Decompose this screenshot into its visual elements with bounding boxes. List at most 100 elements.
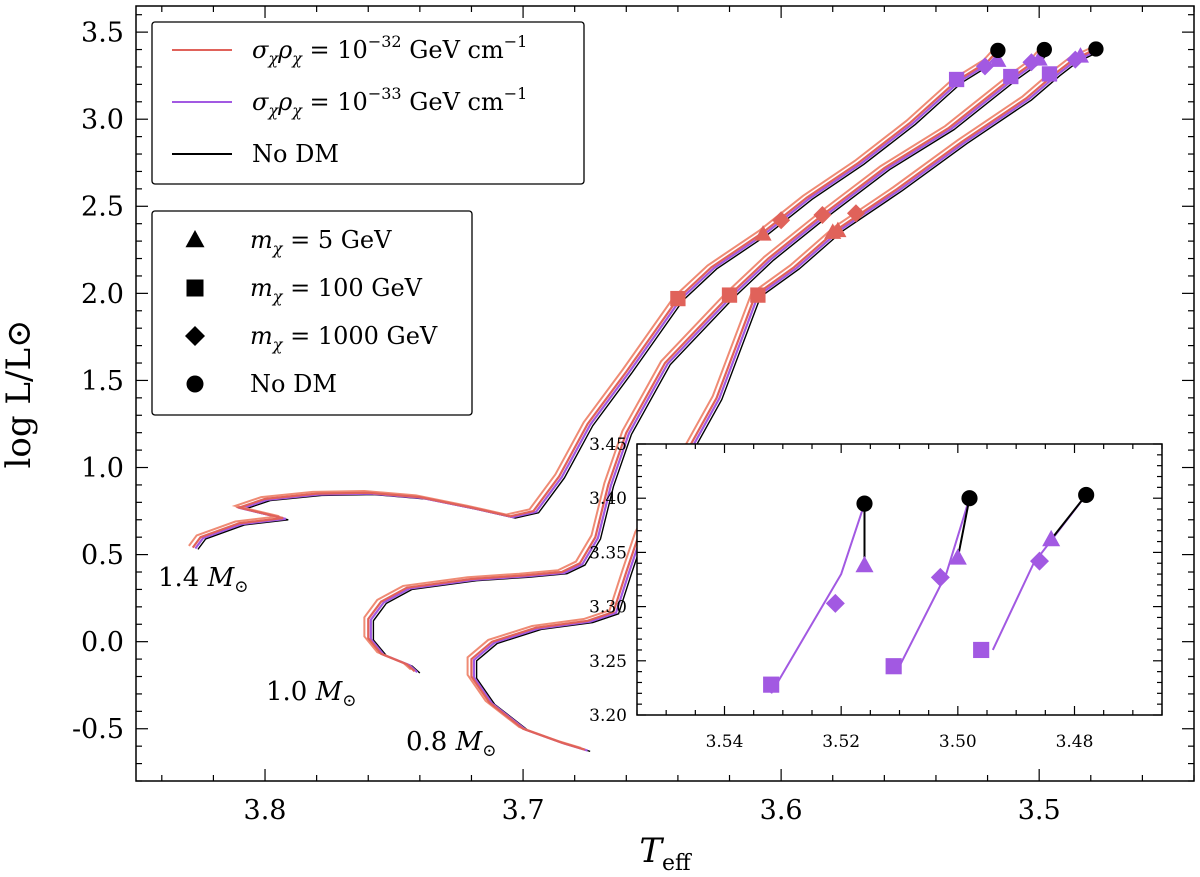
marker-red-square-2 [750,287,766,303]
legend-line-label-2: No DM [252,140,339,168]
legend-marker-label-0: mχ = 5 GeV [250,226,392,258]
y-tick-label: 3.20 [589,706,627,726]
legend-marker-label-1: mχ = 100 GeV [250,274,423,306]
legend-eq: = 10 [302,88,368,116]
legend-mass-symbol: m [250,274,273,302]
marker-red-diamond-2 [846,204,865,223]
inset-marker-purple-triangle-2 [1042,529,1061,547]
mass-label-sub: ⊙ [482,741,496,761]
legend-unit: GeV cm [402,36,504,64]
legend-marker-label-3: No DM [250,370,337,398]
y-axis-label: log L/L⊙ [0,319,39,468]
inset-plot-area: 3.54 3.52 3.50 3.48 3.45 3.40 3.35 3.30 3.25 3.20 [589,435,1163,752]
legend-mass-symbol: m [250,322,273,350]
inset-marker-black-circle-0 [856,495,873,512]
marker-black-circle-0 [990,42,1006,59]
marker-purple-diamond-2 [1066,50,1085,69]
y-tick-label: 3.30 [589,598,627,618]
mass-label-2: 0.8 M⊙ [406,727,497,761]
inset-marker-purple-triangle-0 [855,555,874,573]
legend-exp: −33 [368,84,402,103]
inset-marker-purple-diamond-1 [930,567,950,587]
marker-purple-square-0 [948,71,965,88]
x-tick-label: 3.5 [1018,795,1061,826]
y-tick-label: 3.0 [81,105,124,136]
mass-label-symbol: M [207,563,236,593]
track-1-black [372,50,1051,674]
legend-marker-diamond [185,326,205,346]
y-tick-label: 0.5 [81,540,124,571]
y-tick-label: 3.25 [589,652,627,672]
y-tick-label: 3.40 [589,489,627,509]
marker-black-circle-2 [1088,41,1104,57]
inset-marker-purple-square-0 [763,676,780,693]
legend-sigma-sub: χ [267,101,279,120]
legend-unit-exp: −1 [504,32,528,51]
y-tick-label: 3.45 [589,435,627,455]
main-tick-labels: 3.8 3.7 3.6 3.5 3.5 3.0 2.5 2.0 1.5 1.0 0.5 0.0 -0.5 [72,18,1061,826]
mass-label-sub: ⊙ [342,691,356,711]
inset-track-black-2 [1050,494,1087,541]
legend-rho: ρ [277,88,292,116]
inset-marker-purple-diamond-2 [1030,551,1049,571]
y-tick-label: 1.0 [81,453,124,484]
track-2-red-light [466,46,1093,749]
legend-rho: ρ [277,36,292,64]
marker-purple-triangle-0 [989,51,1007,67]
x-tick-label: 3.50 [939,732,977,752]
legend-eq: = 10 [302,36,368,64]
marker-purple-square-2 [1041,66,1058,82]
marker-purple-square-1 [1003,68,1019,85]
legend-mass-value: = 5 GeV [282,226,392,254]
mass-label-1: 1.0 M⊙ [266,677,357,711]
track-1-red [367,48,1046,673]
legend-mass-sub: χ [272,287,284,306]
legend-markers-box [151,210,473,416]
mass-label-sub: ⊙ [234,577,248,597]
marker-black-circle-1 [1036,41,1052,58]
inset-marker-purple-diamond-0 [825,593,845,613]
inset-tick-labels: 3.54 3.52 3.50 3.48 3.45 3.40 3.35 3.30 3.25 3.20 [589,435,1093,752]
legend-sigma: σ [252,36,269,64]
legend-lines-box [151,21,585,185]
x-tick-label: 3.48 [1056,732,1094,752]
mass-label-value: 0.8 [406,727,456,757]
track-1-red-light [363,47,1042,671]
y-tick-label: 2.0 [81,279,124,310]
legend-sigma-sub: χ [267,49,279,68]
mass-label-symbol: M [455,727,484,757]
x-tick-label: 3.8 [244,795,287,826]
axis-labels: Teff log L/L⊙ [0,319,692,876]
inset-marker-black-circle-2 [1078,486,1095,504]
legend-mass-symbol: m [250,226,273,254]
main-markers [670,41,1104,307]
track-0-red [191,49,999,549]
legend-rho-sub: χ [291,49,303,68]
legend-mass-sub: χ [272,239,284,258]
x-tick-label: 3.7 [502,795,545,826]
legend-marker-square [186,279,204,297]
legend-sigma: σ [252,88,269,116]
legend-unit: GeV cm [402,88,504,116]
legend-rho-sub: χ [291,101,303,120]
marker-purple-diamond-1 [1022,53,1041,72]
marker-red-square-0 [670,290,686,307]
legend-marker-triangle [185,230,205,248]
inset-background [637,444,1162,715]
x-tick-label: 3.52 [822,732,860,752]
x-tick-label: 3.54 [706,732,744,752]
inset-axis-ticks [636,443,1163,716]
track-1-purple [369,49,1048,673]
x-tick-label: 3.6 [760,795,803,826]
legend-unit-exp: −1 [504,84,528,103]
main-plot-area: 3.8 3.7 3.6 3.5 3.5 3.0 2.5 2.0 1.5 1.0 0.5 0.0 -0.5… [72,5,1195,826]
legend-line-label-1: σχρχ = 10−33 GeV cm−1 [252,84,527,120]
inset-markers [763,486,1095,693]
y-tick-label: 3.35 [589,543,627,563]
marker-red-triangle-2 [829,221,847,238]
mass-label-value: 1.4 [158,563,208,593]
main-axes-frame [135,5,1195,782]
